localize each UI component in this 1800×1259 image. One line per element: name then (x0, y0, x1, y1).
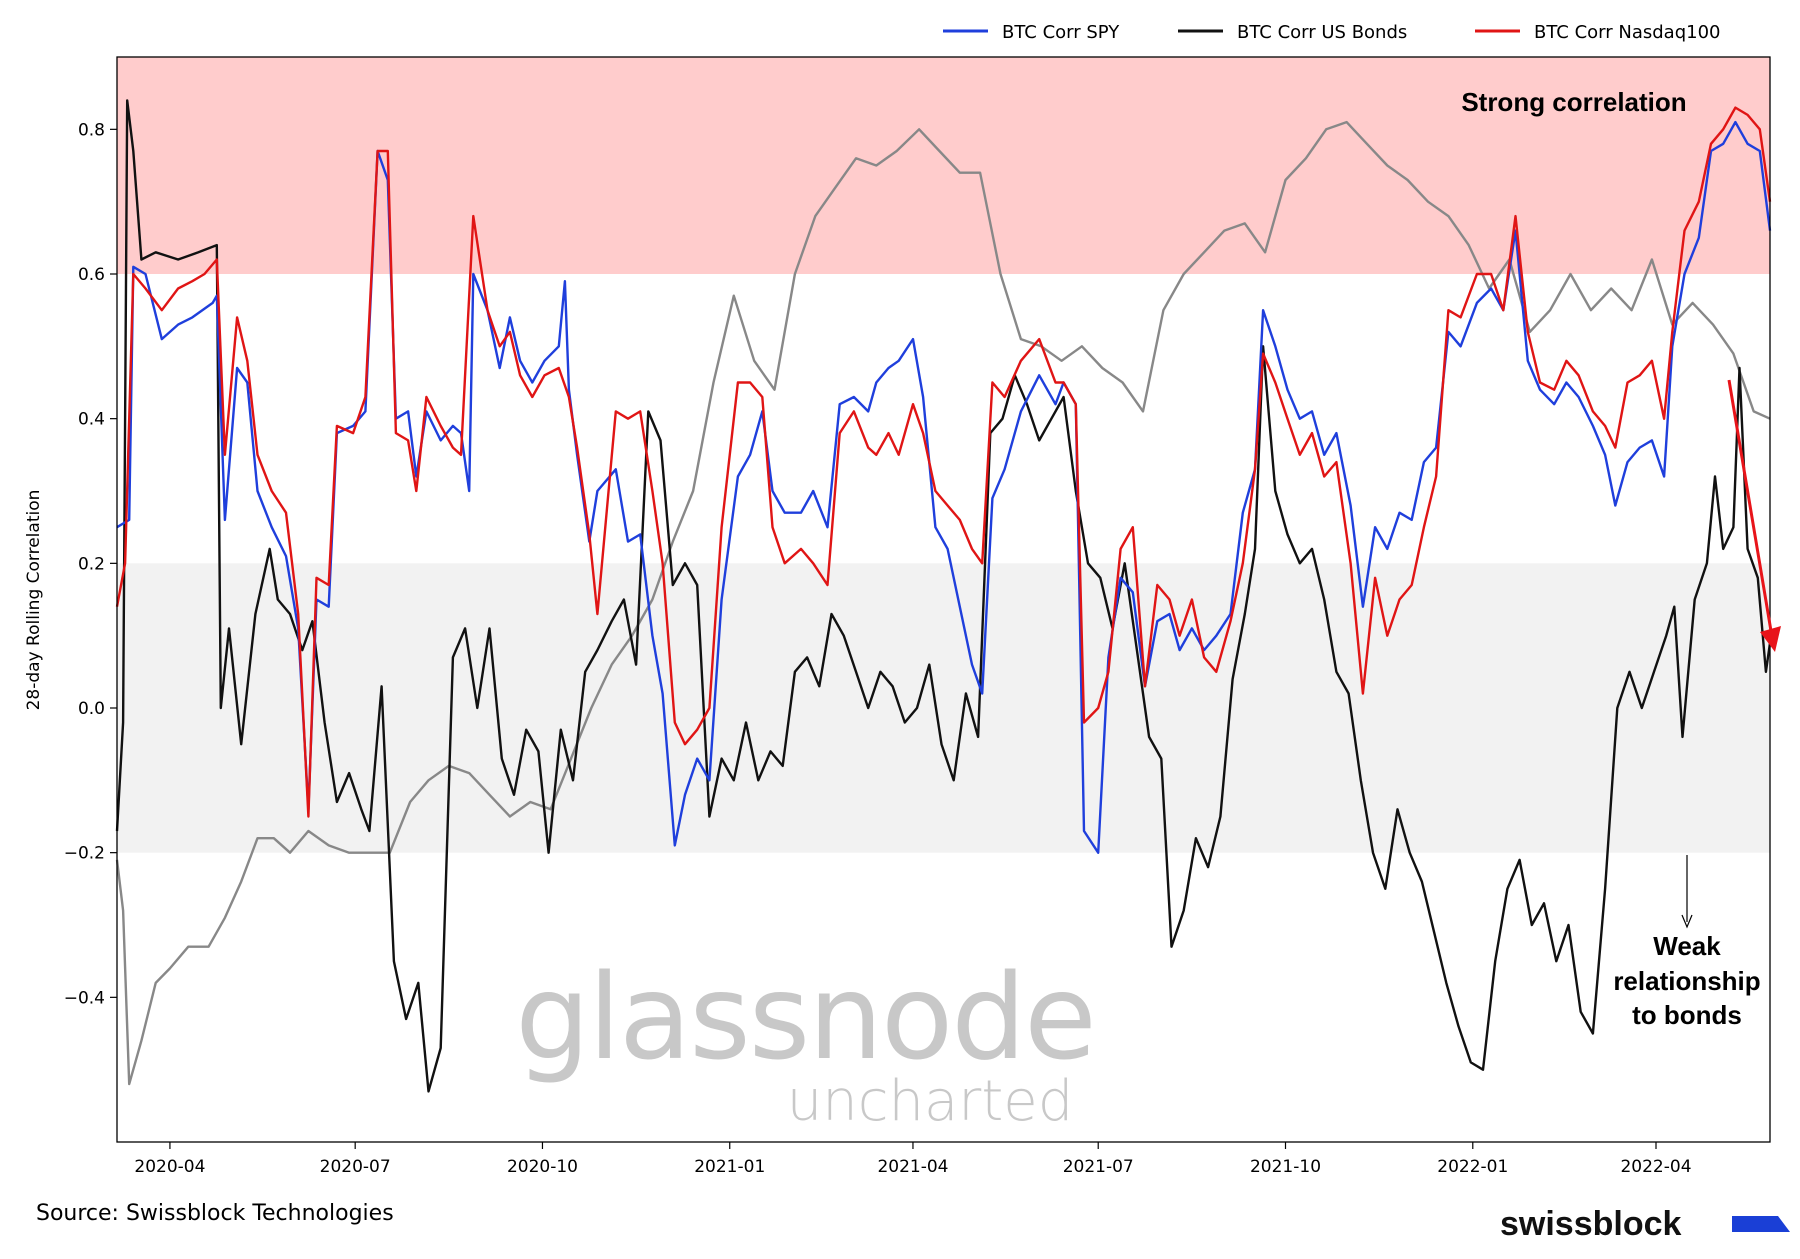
legend: BTC Corr SPY BTC Corr US Bonds BTC Corr … (943, 22, 1720, 43)
trend-arrow-head (1760, 626, 1781, 652)
y-axis: −0.4 −0.2 0.0 0.2 0.4 0.6 0.8 (64, 120, 117, 1008)
series-line-btc-corr-nasdaq100 (115, 106, 1772, 818)
legend-label-bonds: BTC Corr US Bonds (1237, 22, 1407, 43)
y-tick-label: 0.4 (78, 410, 105, 430)
legend-label-spy: BTC Corr SPY (1002, 22, 1120, 43)
x-tick-label: 2022-04 (1620, 1157, 1691, 1177)
x-tick-label: 2020-04 (134, 1157, 205, 1177)
x-tick-label: 2020-07 (320, 1157, 391, 1177)
watermark-main: glassnode (515, 948, 1094, 1086)
y-tick-label: 0.6 (78, 265, 105, 285)
series-line-unlabeled-grey (115, 120, 1771, 1086)
x-tick-label: 2021-07 (1063, 1157, 1134, 1177)
y-axis-label: 28-day Rolling Correlation (24, 490, 44, 711)
band-0 (117, 57, 1770, 274)
x-tick-label: 2021-01 (694, 1157, 765, 1177)
series-layer (115, 99, 1772, 1093)
annotation-strong-correlation: Strong correlation (1461, 87, 1686, 117)
x-tick-label: 2020-10 (507, 1157, 578, 1177)
source-note: Source: Swissblock Technologies (36, 1201, 394, 1226)
trend-arrow-line (1727, 379, 1774, 638)
y-tick-label: 0.2 (78, 554, 105, 574)
watermark: glassnode uncharted (515, 948, 1096, 1134)
annotation-weak-line-3: to bonds (1632, 1000, 1742, 1030)
band-1 (117, 563, 1770, 853)
y-tick-label: 0.0 (78, 699, 105, 719)
annotation-weak-line-1: Weak (1653, 931, 1721, 961)
x-axis: 2020-04 2020-07 2020-10 2021-01 2021-04 2021-… (134, 1142, 1692, 1177)
x-tick-label: 2021-04 (877, 1157, 948, 1177)
watermark-sub: uncharted (787, 1069, 1074, 1134)
annotation-weak-line-2: relationship (1613, 966, 1760, 996)
legend-label-nasdaq: BTC Corr Nasdaq100 (1534, 22, 1720, 43)
y-tick-label: −0.2 (64, 844, 105, 864)
plot-frame (116, 56, 1771, 1143)
brand-logo-text: swissblock (1500, 1205, 1682, 1243)
background-bands (117, 57, 1770, 853)
brand-mark-icon (1732, 1216, 1790, 1232)
series-line-btc-corr-us-bonds (115, 99, 1772, 1093)
y-tick-label: 0.8 (78, 120, 105, 140)
x-tick-label: 2022-01 (1437, 1157, 1508, 1177)
y-tick-label: −0.4 (64, 988, 105, 1008)
x-tick-label: 2021-10 (1250, 1157, 1321, 1177)
annotation-pointer-head (1681, 914, 1693, 929)
